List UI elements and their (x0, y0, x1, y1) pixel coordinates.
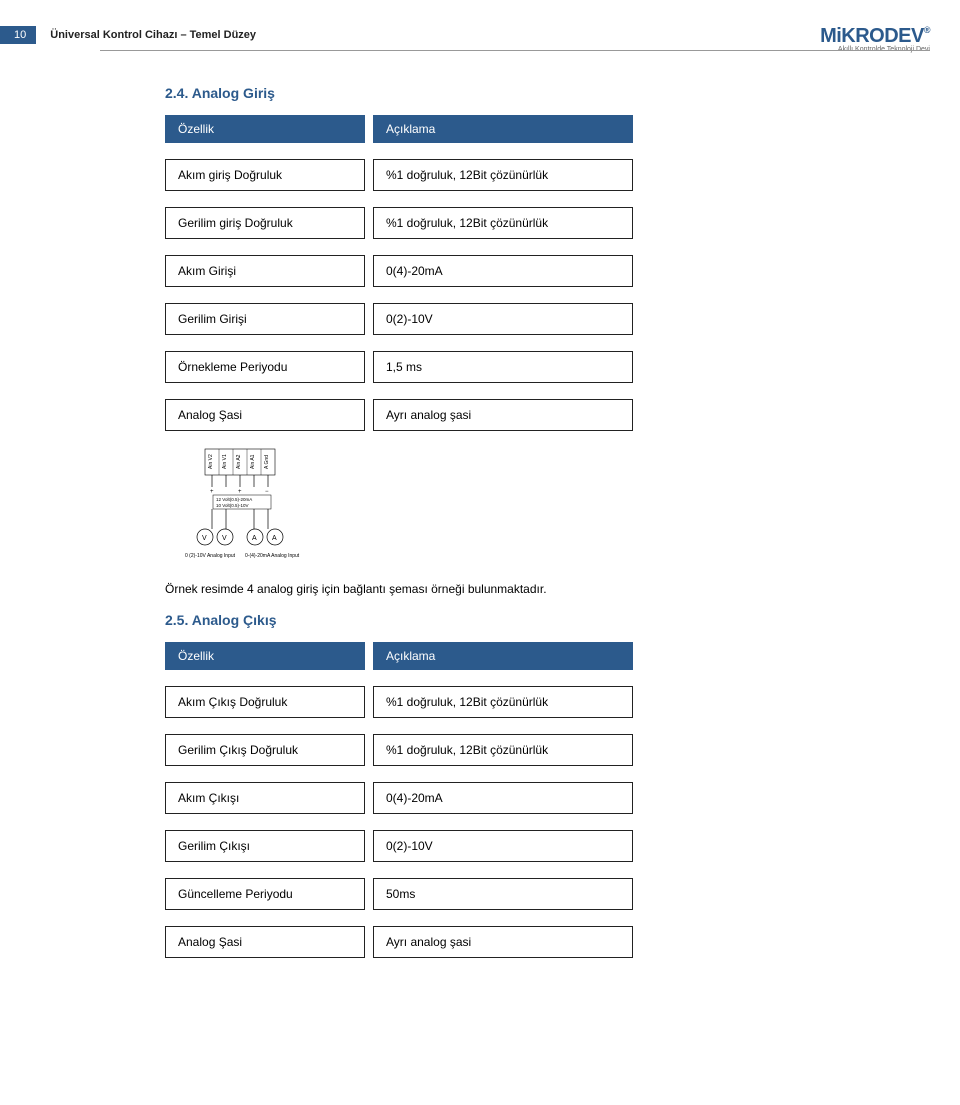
diagram-note-line2: 10 Volt(0.5)-10V (216, 503, 249, 508)
table1-header: Özellik Açıklama (165, 115, 785, 143)
table-row: Gerilim giriş Doğruluk %1 doğruluk, 12Bi… (165, 207, 785, 239)
table2-header-right: Açıklama (373, 642, 633, 670)
cell-value: Ayrı analog şasi (373, 399, 633, 431)
cell-feature: Gerilim Çıkış Doğruluk (165, 734, 365, 766)
table-row: Akım giriş Doğruluk %1 doğruluk, 12Bit ç… (165, 159, 785, 191)
table1-header-left: Özellik (165, 115, 365, 143)
section-title-analog-cikis: 2.5. Analog Çıkış (165, 612, 785, 628)
cell-feature: Gerilim Çıkışı (165, 830, 365, 862)
cell-value: %1 doğruluk, 12Bit çözünürlük (373, 159, 633, 191)
cell-feature: Akım Çıkış Doğruluk (165, 686, 365, 718)
cell-value: %1 doğruluk, 12Bit çözünürlük (373, 207, 633, 239)
diagram-right-label: 0-(4)-20mA Analog Input (245, 553, 300, 559)
source-symbol: A (252, 535, 257, 542)
table-row: Analog Şasi Ayrı analog şasi (165, 926, 785, 958)
page-number-badge: 10 (0, 26, 36, 44)
cell-feature: Örnekleme Periyodu (165, 351, 365, 383)
page-content: 2.4. Analog Giriş Özellik Açıklama Akım … (165, 85, 785, 974)
table-row: Akım Çıkışı 0(4)-20mA (165, 782, 785, 814)
table1-header-right: Açıklama (373, 115, 633, 143)
source-symbol: V (222, 535, 227, 542)
diagram-note-line1: 12 Volt(0.5)-20mA (216, 497, 252, 502)
terminal-label: Ain V2 (208, 454, 214, 469)
cell-value: 0(4)-20mA (373, 782, 633, 814)
logo-trademark: ® (924, 25, 930, 35)
wiring-diagram-svg: Ain V2 Ain V1 Ain A2 Ain A1 A Gnd 12 Vol… (165, 447, 365, 567)
table-row: Akım Çıkış Doğruluk %1 doğruluk, 12Bit ç… (165, 686, 785, 718)
cell-value: %1 doğruluk, 12Bit çözünürlük (373, 734, 633, 766)
cell-feature: Güncelleme Periyodu (165, 878, 365, 910)
cell-feature: Akım Çıkışı (165, 782, 365, 814)
terminal-label: A Gnd (264, 455, 270, 469)
table-row: Akım Girişi 0(4)-20mA (165, 255, 785, 287)
cell-value: 0(4)-20mA (373, 255, 633, 287)
svg-text:−: − (265, 489, 269, 495)
document-title: Üniversal Kontrol Cihazı – Temel Düzey (50, 29, 256, 41)
analog-input-wiring-diagram: Ain V2 Ain V1 Ain A2 Ain A1 A Gnd 12 Vol… (165, 447, 785, 572)
table-row: Analog Şasi Ayrı analog şasi (165, 399, 785, 431)
logo-block: MiKRODEV® Akıllı Kontrolde Teknoloji Dev… (820, 25, 930, 53)
terminal-label: Ain A2 (236, 454, 242, 469)
example-caption: Örnek resimde 4 analog giriş için bağlan… (165, 582, 785, 596)
cell-value: 1,5 ms (373, 351, 633, 383)
header-rule (100, 50, 930, 51)
table-row: Gerilim Girişi 0(2)-10V (165, 303, 785, 335)
cell-feature: Akım giriş Doğruluk (165, 159, 365, 191)
cell-feature: Akım Girişi (165, 255, 365, 287)
table-row: Güncelleme Periyodu 50ms (165, 878, 785, 910)
table2-header-left: Özellik (165, 642, 365, 670)
cell-feature: Analog Şasi (165, 399, 365, 431)
table2-header: Özellik Açıklama (165, 642, 785, 670)
terminal-label: Ain V1 (222, 454, 228, 469)
cell-value: 50ms (373, 878, 633, 910)
page-header: 10 Üniversal Kontrol Cihazı – Temel Düze… (0, 15, 960, 55)
diagram-left-label: 0 (2)-10V Analog Input (185, 553, 236, 559)
table-row: Örnekleme Periyodu 1,5 ms (165, 351, 785, 383)
logo-text: MiKRODEV® (820, 25, 930, 48)
cell-feature: Gerilim giriş Doğruluk (165, 207, 365, 239)
cell-value: 0(2)-10V (373, 830, 633, 862)
svg-text:+: + (210, 489, 214, 495)
svg-text:+: + (238, 489, 242, 495)
cell-feature: Analog Şasi (165, 926, 365, 958)
cell-value: %1 doğruluk, 12Bit çözünürlük (373, 686, 633, 718)
section-title-analog-giris: 2.4. Analog Giriş (165, 85, 785, 101)
table-row: Gerilim Çıkış Doğruluk %1 doğruluk, 12Bi… (165, 734, 785, 766)
table-row: Gerilim Çıkışı 0(2)-10V (165, 830, 785, 862)
source-symbol: A (272, 535, 277, 542)
logo-word: MiKRODEV (820, 25, 924, 47)
source-symbol: V (202, 535, 207, 542)
cell-feature: Gerilim Girişi (165, 303, 365, 335)
cell-value: 0(2)-10V (373, 303, 633, 335)
cell-value: Ayrı analog şasi (373, 926, 633, 958)
terminal-label: Ain A1 (250, 454, 256, 469)
